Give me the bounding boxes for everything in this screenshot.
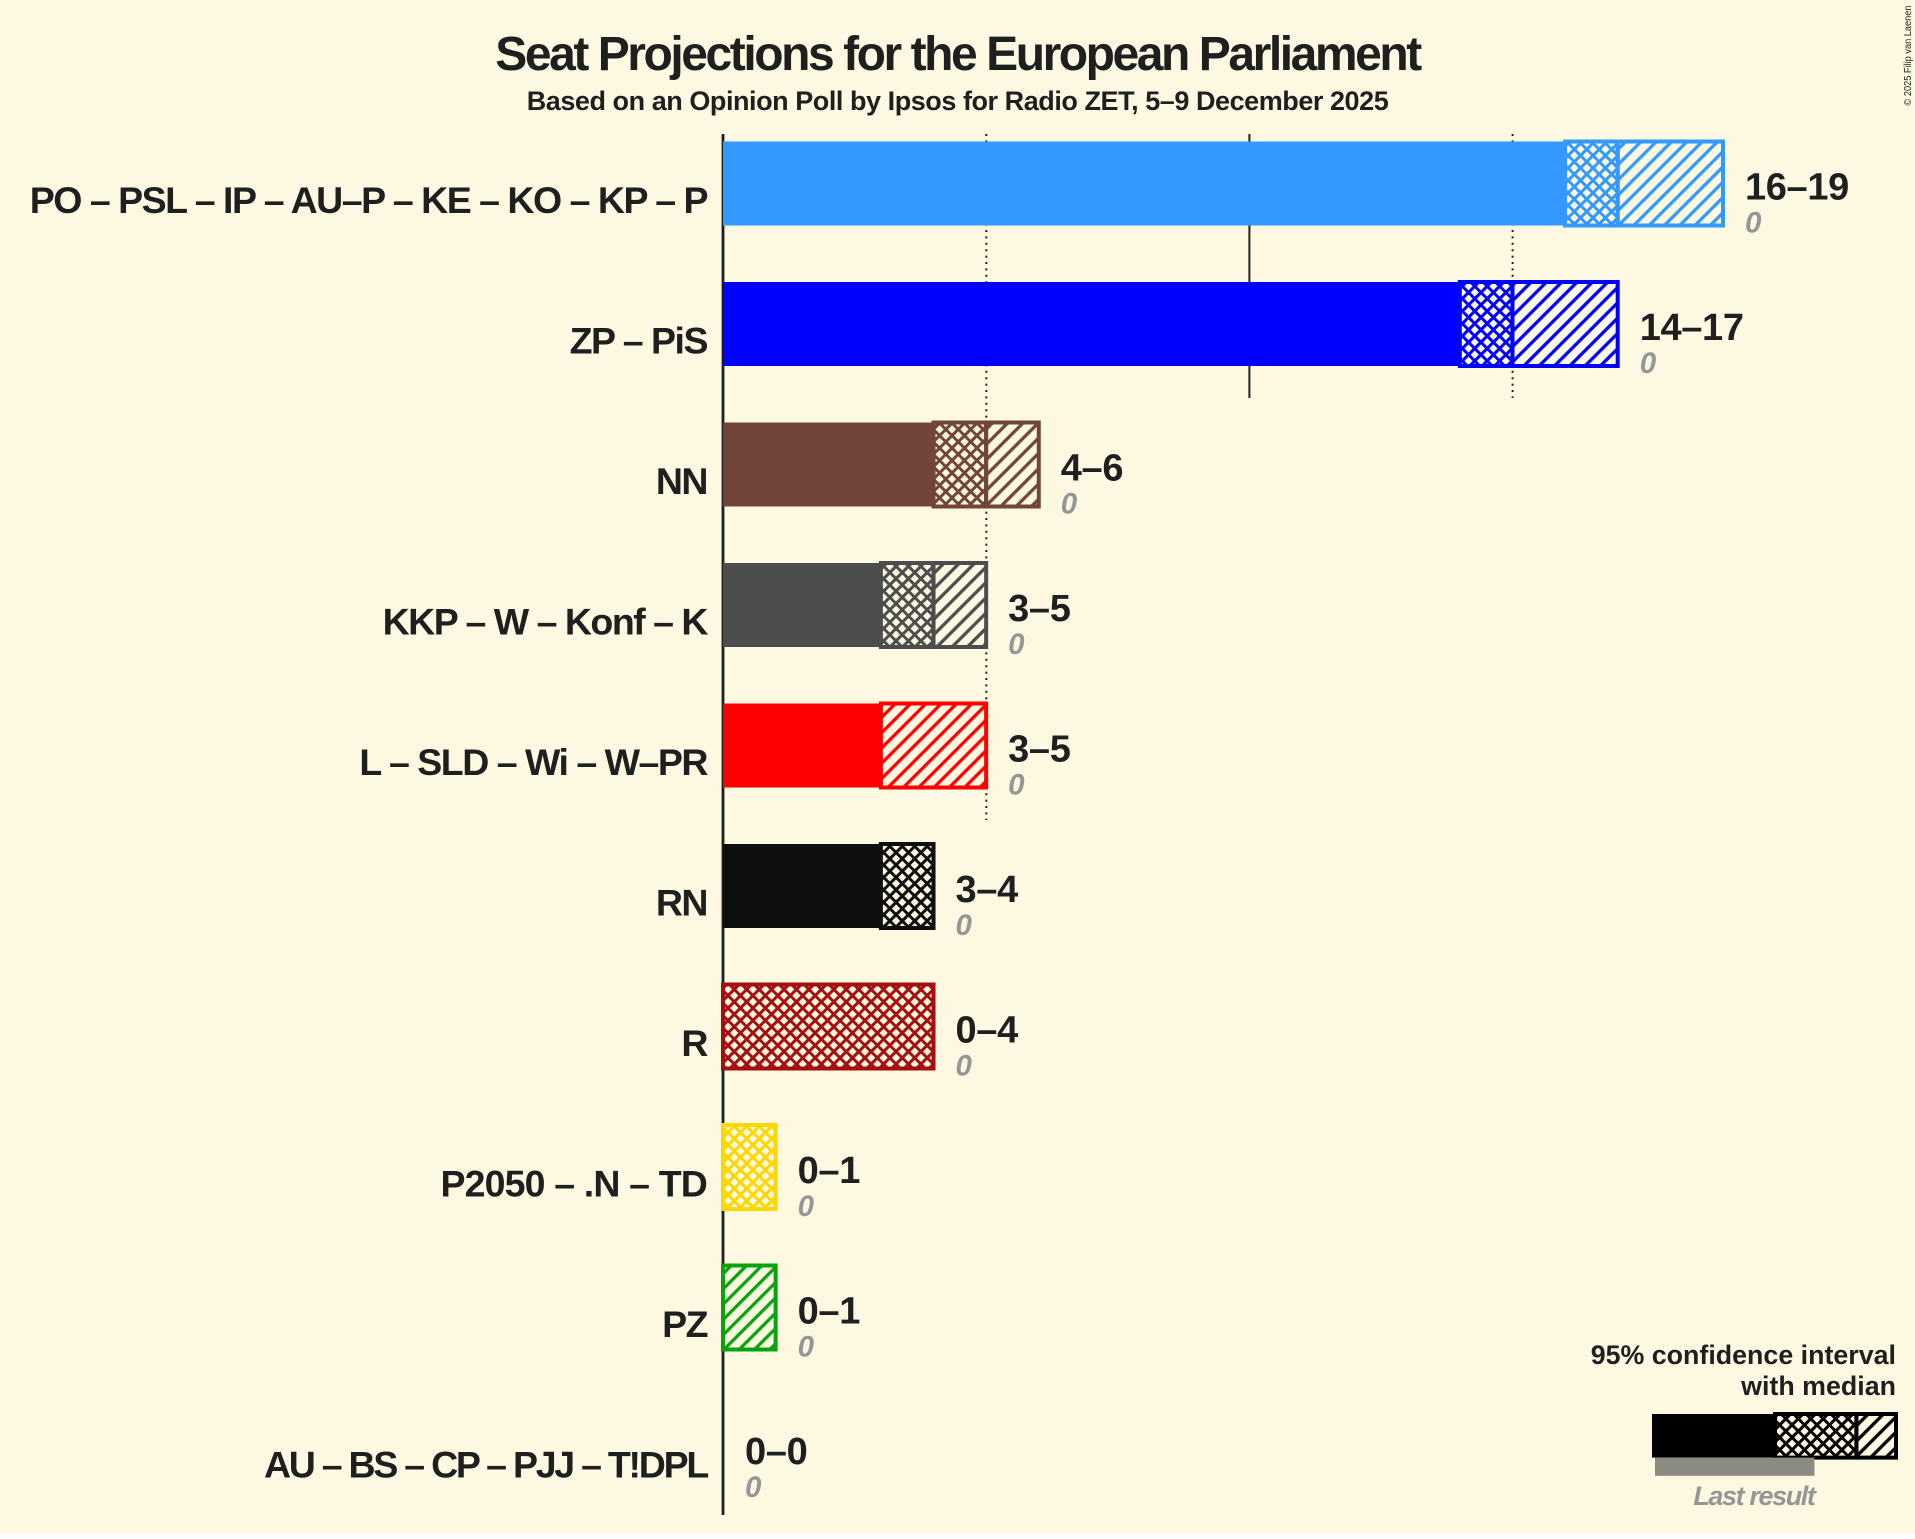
svg-text:ZP – PiS: ZP – PiS — [570, 320, 708, 362]
svg-text:Based on an Opinion Poll by Ip: Based on an Opinion Poll by Ipsos for Ra… — [527, 86, 1389, 116]
svg-text:NN: NN — [656, 460, 707, 502]
svg-text:3–5: 3–5 — [1008, 729, 1071, 771]
svg-text:0: 0 — [1061, 488, 1078, 521]
svg-text:© 2025 Filip van Laenen: © 2025 Filip van Laenen — [1902, 5, 1914, 105]
svg-text:0: 0 — [798, 1190, 815, 1223]
svg-text:95% confidence interval: 95% confidence interval — [1591, 1340, 1896, 1370]
svg-text:0: 0 — [1745, 207, 1762, 240]
svg-text:0: 0 — [1640, 347, 1657, 380]
svg-text:3–4: 3–4 — [956, 869, 1019, 911]
svg-text:16–19: 16–19 — [1745, 167, 1849, 209]
svg-text:PZ: PZ — [662, 1303, 708, 1345]
svg-text:0–1: 0–1 — [798, 1291, 861, 1333]
svg-text:4–6: 4–6 — [1061, 448, 1123, 490]
svg-text:KKP – W – Konf – K: KKP – W – Konf – K — [383, 601, 709, 643]
svg-text:Last result: Last result — [1693, 1481, 1817, 1511]
svg-text:0–1: 0–1 — [798, 1150, 861, 1192]
svg-text:0–0: 0–0 — [745, 1431, 807, 1473]
svg-text:L – SLD – Wi – W–PR: L – SLD – Wi – W–PR — [359, 741, 708, 783]
svg-text:0: 0 — [798, 1331, 815, 1364]
svg-text:P2050 – .N – TD: P2050 – .N – TD — [440, 1163, 707, 1205]
svg-text:14–17: 14–17 — [1640, 307, 1744, 349]
svg-text:RN: RN — [656, 882, 707, 924]
svg-text:PO – PSL – IP – AU–P – KE – KO: PO – PSL – IP – AU–P – KE – KO – KP – P — [30, 179, 708, 221]
svg-text:3–5: 3–5 — [1008, 588, 1071, 630]
svg-text:0–4: 0–4 — [956, 1010, 1019, 1052]
svg-text:Seat Projections for the Europ: Seat Projections for the European Parlia… — [495, 28, 1422, 81]
svg-text:0: 0 — [956, 909, 973, 942]
svg-text:R: R — [681, 1022, 708, 1064]
svg-text:0: 0 — [745, 1471, 762, 1504]
svg-text:0: 0 — [1008, 769, 1025, 802]
svg-text:with median: with median — [1740, 1371, 1896, 1401]
svg-text:0: 0 — [956, 1050, 973, 1083]
svg-text:0: 0 — [1008, 628, 1025, 661]
svg-text:AU – BS – CP – PJJ – T!DPL: AU – BS – CP – PJJ – T!DPL — [264, 1444, 708, 1486]
